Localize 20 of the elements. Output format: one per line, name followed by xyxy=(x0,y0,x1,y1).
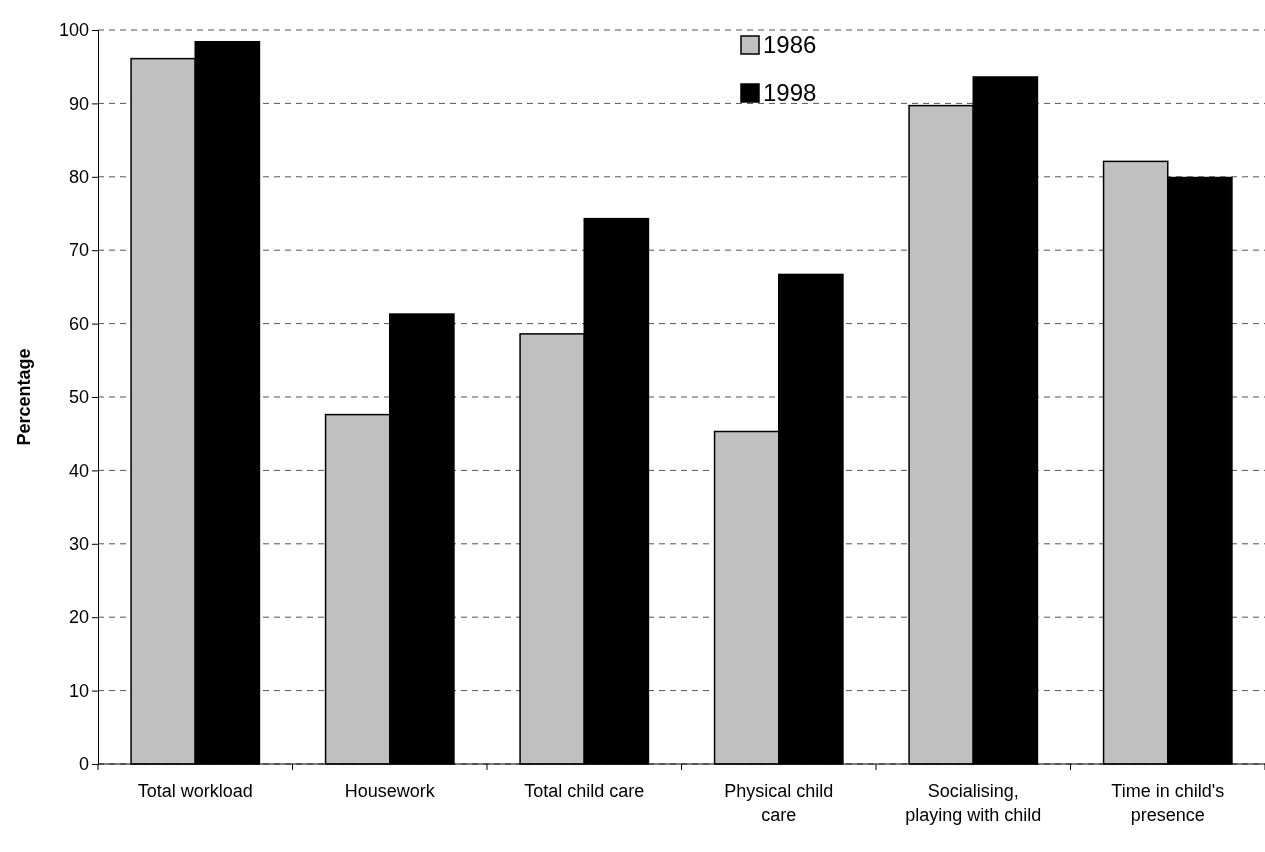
y-tick-label: 10 xyxy=(68,680,89,701)
x-tick-label: Total workload xyxy=(137,781,253,801)
y-tick-label: 60 xyxy=(68,313,89,334)
x-tick-label: Total child care xyxy=(524,781,645,801)
x-tick-label: Physical child care xyxy=(724,781,834,825)
y-tick-label: 50 xyxy=(68,387,89,408)
x-tick-label: Socialising, playing with child xyxy=(905,781,1042,825)
x-tick-label: Time in child's presence xyxy=(1111,781,1225,825)
y-tick-label: 0 xyxy=(78,754,89,775)
legend-label: 1986 xyxy=(763,31,817,58)
y-tick-label: 40 xyxy=(68,460,89,481)
y-tick-label: 70 xyxy=(68,240,89,261)
y-axis-title: Percentage xyxy=(14,348,34,446)
x-tick-label: Housework xyxy=(344,781,436,801)
legend-label: 1998 xyxy=(763,79,817,106)
y-tick-label: 90 xyxy=(68,93,89,114)
y-tick-label: 80 xyxy=(68,167,89,188)
y-tick-label: 20 xyxy=(68,607,89,628)
y-tick-label: 100 xyxy=(58,20,89,41)
y-tick-label: 30 xyxy=(68,534,89,555)
